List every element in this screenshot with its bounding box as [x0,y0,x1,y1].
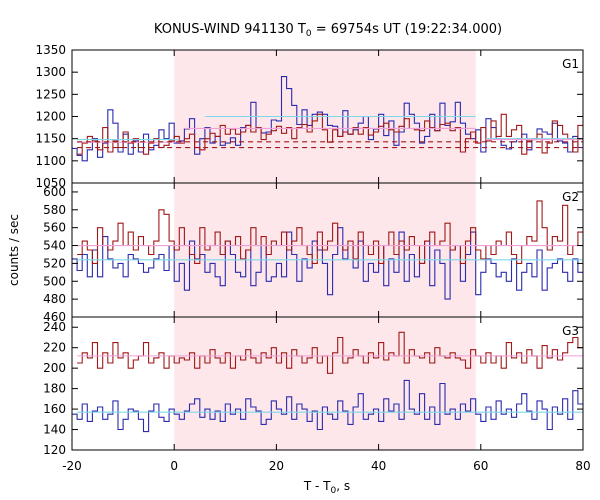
panel-frame [71,316,584,451]
y-axis-label: counts / sec [7,214,21,286]
y-tick-label: 1050 [35,176,66,190]
series-red-histogram [77,200,583,264]
panel-plot-area [72,76,583,162]
y-tick-label: 120 [43,443,66,457]
panel-g2: 460 480 500 520 540 560 580 600 G2 [43,182,584,324]
y-tick-label: 560 [43,221,66,235]
y-tick-label: 520 [43,256,66,270]
y-tick-label: 160 [43,402,66,416]
x-axis-label: T - T0, s [303,479,350,496]
panel-g1: 1050 1100 1150 1200 1250 1300 1350 G1 [35,43,584,190]
y-tick-label: 500 [43,274,66,288]
x-tick-label: -20 [62,459,82,473]
y-tick-label: 480 [43,292,66,306]
chart-title: KONUS-WIND 941130 T0 = 69754s UT (19:22:… [154,22,502,39]
y-tick-label: 1250 [35,87,66,101]
y-tick-label: 540 [43,239,66,253]
panel-plot-area [72,200,583,300]
x-axis-label-rest: , s [336,479,350,493]
y-tick-label: 1300 [35,65,66,79]
panel-label: G1 [562,57,579,71]
panel-label: G3 [562,324,579,338]
y-tick-label: 240 [43,320,66,334]
chart-title-subscript: 0 [306,29,312,39]
series-blue-histogram [72,379,583,433]
chart-title-rest: = 69754s UT (19:22:34.000) [312,22,502,37]
shaded-interval [174,317,476,450]
y-tick-label: 220 [43,341,66,355]
chart-panels: 1050110011501200125013001350G14604805005… [35,43,590,473]
y-tick-label: 600 [43,185,66,199]
y-tick-label: 1100 [35,154,66,168]
y-tick-label: 580 [43,203,66,217]
x-tick-label: 20 [269,459,284,473]
y-tick-label: 1150 [35,132,66,146]
y-tick-label: 1200 [35,110,66,124]
x-axis-label-subscript: 0 [331,486,337,496]
y-tick-label: 140 [43,423,66,437]
x-axis-label-main: T - T [303,479,331,493]
y-tick-label: 460 [43,310,66,324]
panel-plot-area [72,331,583,433]
y-tick-label: 1350 [35,43,66,57]
x-tick-label: 0 [170,459,178,473]
x-tick-label: 80 [575,459,590,473]
series-blue-histogram [72,227,583,300]
panel-g3: 120 140 160 180 200 220 240 G3 [43,316,584,457]
y-tick-label: 180 [43,382,66,396]
y-tick-label: 200 [43,361,66,375]
chart-title-main: KONUS-WIND 941130 T [154,22,306,37]
x-tick-label: 60 [473,459,488,473]
panel-label: G2 [562,190,579,204]
x-tick-label: 40 [371,459,386,473]
